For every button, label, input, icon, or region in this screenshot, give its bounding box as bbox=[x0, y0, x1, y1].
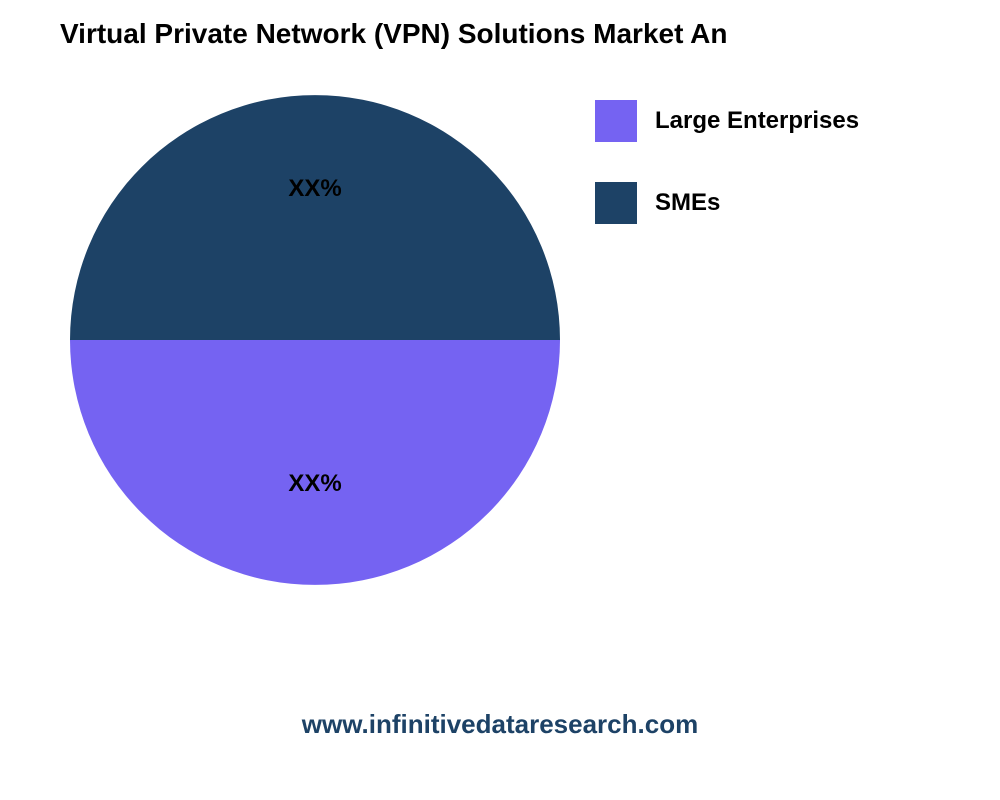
legend-swatch-large-enterprises bbox=[595, 100, 637, 142]
legend-item-smes: SMEs bbox=[595, 182, 859, 224]
pie-svg bbox=[70, 95, 560, 585]
legend: Large Enterprises SMEs bbox=[595, 100, 859, 264]
legend-swatch-smes bbox=[595, 182, 637, 224]
footer-url: www.infinitivedataresearch.com bbox=[302, 709, 698, 740]
legend-item-large-enterprises: Large Enterprises bbox=[595, 100, 859, 142]
chart-title: Virtual Private Network (VPN) Solutions … bbox=[60, 18, 727, 50]
slice-label-large-enterprises: XX% bbox=[288, 470, 341, 498]
legend-label-large-enterprises: Large Enterprises bbox=[655, 107, 859, 135]
pie-chart: XX% XX% bbox=[70, 95, 560, 585]
legend-label-smes: SMEs bbox=[655, 189, 720, 217]
pie-slice-smes bbox=[70, 95, 560, 340]
slice-label-smes: XX% bbox=[288, 175, 341, 203]
pie-slice-large-enterprises bbox=[70, 340, 560, 585]
